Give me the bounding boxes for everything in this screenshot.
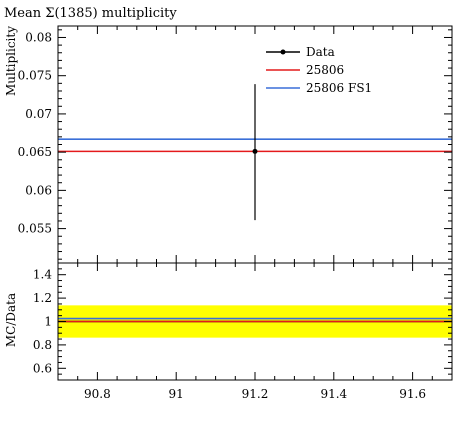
- ratio-y-tick-label: 1.2: [33, 291, 52, 305]
- top-y-tick-label: 0.075: [18, 69, 52, 83]
- ratio-panel: 0.6 0.8 1 1.2 1.4: [33, 262, 453, 381]
- ratio-y-axis-label: MC/Data: [4, 293, 18, 347]
- top-y-tick-label: 0.08: [25, 30, 52, 44]
- ratio-y-tick-label: 0.8: [33, 338, 52, 352]
- top-y-tick-label: 0.065: [18, 145, 52, 159]
- ratio-y-tick-label: 1.4: [33, 268, 52, 282]
- ratio-y-tick-label: 0.6: [33, 361, 52, 375]
- x-tick-label: 91.6: [399, 387, 426, 401]
- top-panel: 0.055 0.06 0.065 0.07 0.075 0.08: [18, 25, 453, 264]
- x-axis: 90.8 91 91.2 91.4 91.6: [57, 26, 453, 401]
- legend-label: 25806 FS1: [306, 81, 372, 95]
- x-tick-label: 91.2: [242, 387, 269, 401]
- x-tick-label: 90.8: [84, 387, 111, 401]
- top-y-tick-label: 0.06: [25, 183, 52, 197]
- x-tick-label: 91: [169, 387, 184, 401]
- chart-title: Mean Σ(1385) multiplicity: [4, 6, 177, 21]
- legend-label: Data: [306, 45, 335, 59]
- top-y-tick-label: 0.07: [25, 107, 52, 121]
- top-y-axis-label: Multiplicity: [4, 26, 18, 96]
- legend: Data 25806 25806 FS1: [266, 45, 372, 95]
- top-y-tick-label: 0.055: [18, 222, 52, 236]
- legend-label: 25806: [306, 63, 344, 77]
- ratio-y-tick-label: 1: [44, 315, 52, 329]
- data-point: [252, 148, 258, 154]
- legend-marker-data: [280, 49, 286, 55]
- x-tick-label: 91.4: [320, 387, 347, 401]
